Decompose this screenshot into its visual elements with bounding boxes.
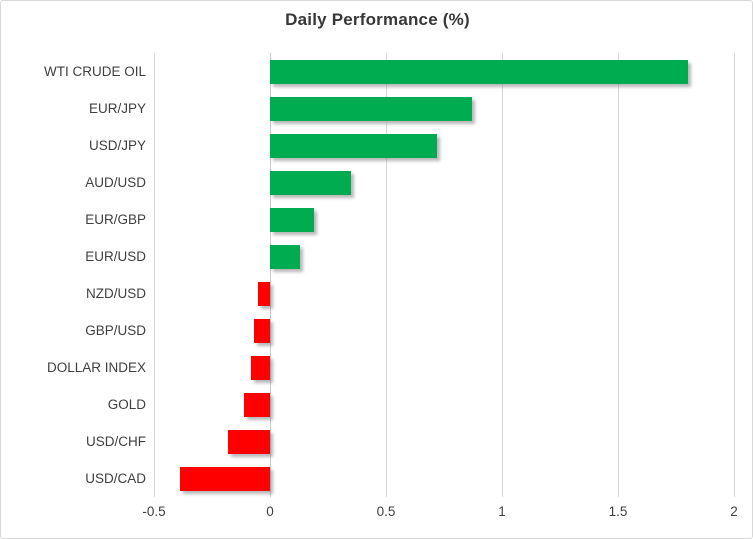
x-tick-label: 2 (730, 504, 738, 519)
bar-gbp-usd (253, 318, 270, 343)
bar-usd-cad (179, 466, 270, 491)
category-axis: WTI CRUDE OIL EUR/JPY USD/JPY AUD/USD EUR/GB… (1, 53, 146, 497)
category-label: EUR/GBP (85, 212, 146, 227)
bar-gold (244, 392, 270, 417)
category-label: GBP/USD (85, 323, 146, 338)
bar-usd-chf (228, 429, 270, 454)
bar-aud-usd (270, 170, 352, 195)
category-label: EUR/JPY (88, 101, 146, 116)
x-tick-label: -0.5 (142, 504, 166, 519)
gridline (385, 53, 387, 497)
category-label: GOLD (107, 397, 146, 412)
category-label: AUD/USD (85, 175, 146, 190)
category-label: NZD/USD (86, 286, 146, 301)
category-label: USD/CHF (86, 434, 146, 449)
bar-usd-jpy (270, 133, 438, 158)
category-label: USD/JPY (88, 138, 146, 153)
chart-title: Daily Performance (%) (285, 10, 470, 29)
bar-eur-jpy (270, 96, 472, 121)
bar-eur-gbp (270, 207, 315, 232)
gridline (617, 53, 619, 497)
plot-area (153, 53, 735, 497)
zero-axis-line (269, 53, 271, 497)
x-tick-label: 0.5 (376, 504, 396, 519)
gridline (733, 53, 735, 497)
category-label: EUR/USD (85, 249, 146, 264)
x-tick-label: 1.5 (608, 504, 628, 519)
bar-wti-crude-oil (270, 59, 688, 84)
category-label: USD/CAD (85, 471, 146, 486)
value-axis: -0.5 0 0.5 1 1.5 2 (142, 504, 737, 528)
category-label: WTI CRUDE OIL (43, 64, 146, 79)
bar-nzd-usd (258, 281, 270, 306)
gridline (153, 53, 155, 497)
gridline (501, 53, 503, 497)
bar-dollar-index (251, 355, 270, 380)
category-label: DOLLAR INDEX (46, 360, 146, 375)
x-tick-label: 0 (266, 504, 274, 519)
x-tick-label: 1 (498, 504, 506, 519)
bar-eur-usd (270, 244, 301, 269)
